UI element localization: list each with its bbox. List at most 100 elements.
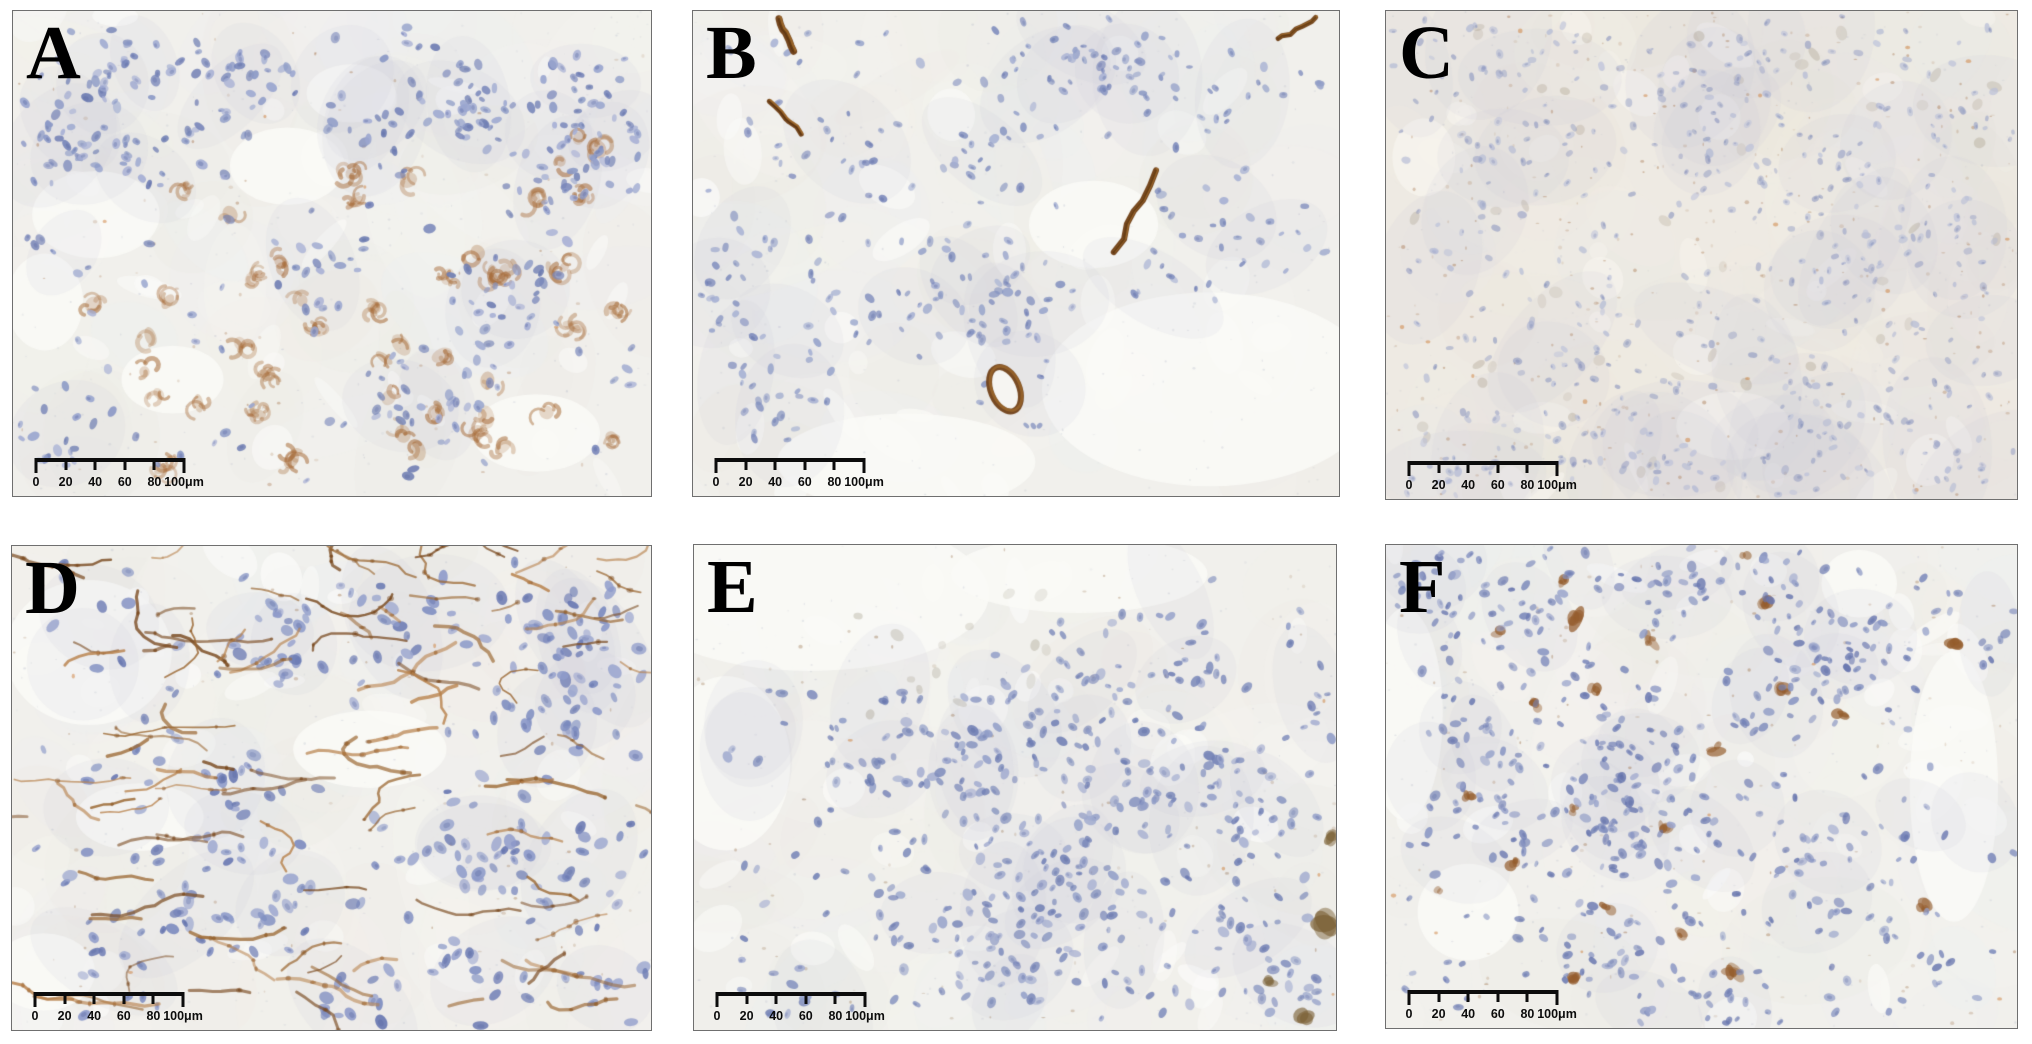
panel-a: A 0 20 40 60 80 100μm <box>12 10 652 497</box>
panel-label-f: F <box>1399 545 1446 629</box>
scale-bar-label: 20 <box>57 1009 72 1023</box>
scale-bar-label: 100μm <box>164 475 204 489</box>
scale-bar-label: 40 <box>769 1009 784 1023</box>
scale-bar-label: 20 <box>739 1009 754 1023</box>
scale-bar-label: 40 <box>1461 1007 1476 1021</box>
scale-bar-tick <box>93 458 97 470</box>
micrograph-canvas-a <box>13 11 651 496</box>
scale-bar-label: 60 <box>1490 478 1505 492</box>
micrograph-canvas-c <box>1386 11 2017 499</box>
scale-bar-label: 40 <box>87 1009 102 1023</box>
scale-bar-tick <box>33 992 37 1007</box>
scale-bar-tick <box>181 992 185 1007</box>
scale-bar-tick <box>1496 461 1500 473</box>
scale-bar-label: 100μm <box>845 1009 885 1023</box>
scale-bar-tick <box>804 992 808 1004</box>
scale-bar-tick <box>123 458 127 470</box>
micrograph-canvas-e <box>694 545 1336 1030</box>
micrograph-canvas-b <box>693 11 1339 496</box>
scale-bar-label: 20 <box>738 475 753 489</box>
scale-bar-label: 40 <box>1461 478 1476 492</box>
scale-bar-tick <box>1525 461 1529 473</box>
scale-bar-tick <box>92 992 96 1004</box>
scale-bar-label: 100μm <box>844 475 884 489</box>
scale-bar-tick <box>773 458 777 470</box>
scale-bar-tick <box>715 992 719 1007</box>
scale-bar-label: 80 <box>827 475 842 489</box>
scale-bar-ruler <box>35 992 183 996</box>
scale-bar-ruler <box>716 458 864 462</box>
scale-bar-label: 80 <box>147 475 162 489</box>
scale-bar-label: 20 <box>1431 478 1446 492</box>
scale-bar-ruler <box>717 992 865 996</box>
scale-bar: 0 20 40 60 80 100μm <box>32 458 204 491</box>
scale-bar-tick <box>122 992 126 1004</box>
scale-bar-label: 80 <box>146 1009 161 1023</box>
scale-bar-tick <box>152 458 156 470</box>
scale-bar-label: 60 <box>1490 1007 1505 1021</box>
scale-bar-tick <box>1466 990 1470 1002</box>
scale-bar-label: 60 <box>798 1009 813 1023</box>
scale-bar-tick <box>151 992 155 1004</box>
scale-bar-tick <box>803 458 807 470</box>
scale-bar-ruler <box>36 458 184 462</box>
panel-label-e: E <box>707 545 758 629</box>
scale-bar-tick <box>1407 461 1411 476</box>
panel-f: F 0 20 40 60 80 100μm <box>1385 544 2018 1029</box>
panel-label-b: B <box>706 11 757 95</box>
panel-d: D 0 20 40 60 80 100μm <box>11 545 652 1031</box>
scale-bar: 0 20 40 60 80 100μm <box>31 992 203 1025</box>
scale-bar-label: 60 <box>117 475 132 489</box>
scale-bar-label: 0 <box>712 475 720 489</box>
scale-bar: 0 20 40 60 80 100μm <box>713 992 885 1025</box>
scale-bar-label: 100μm <box>1537 478 1577 492</box>
scale-bar-label: 80 <box>1520 1007 1535 1021</box>
scale-bar-label: 0 <box>31 1009 39 1023</box>
scale-bar-label: 20 <box>1431 1007 1446 1021</box>
scale-bar-label: 60 <box>797 475 812 489</box>
panel-label-c: C <box>1399 11 1454 95</box>
micrograph-canvas-d <box>12 546 651 1030</box>
scale-bar-tick <box>34 458 38 473</box>
scale-bar-label: 40 <box>768 475 783 489</box>
scale-bar-label: 40 <box>88 475 103 489</box>
micrograph-canvas-f <box>1386 545 2017 1028</box>
panel-label-a: A <box>26 11 81 95</box>
scale-bar-tick <box>744 458 748 470</box>
scale-bar-tick <box>863 992 867 1007</box>
scale-bar-tick <box>714 458 718 473</box>
scale-bar-tick <box>1407 990 1411 1005</box>
scale-bar-tick <box>64 458 68 470</box>
scale-bar-tick <box>833 992 837 1004</box>
scale-bar-label: 0 <box>1405 478 1413 492</box>
scale-bar-tick <box>1466 461 1470 473</box>
scale-bar-tick <box>1437 990 1441 1002</box>
scale-bar-tick <box>1525 990 1529 1002</box>
scale-bar-label: 80 <box>828 1009 843 1023</box>
scale-bar-tick <box>1555 461 1559 476</box>
scale-bar-label: 100μm <box>163 1009 203 1023</box>
scale-bar-label: 60 <box>116 1009 131 1023</box>
panel-e: E 0 20 40 60 80 100μm <box>693 544 1337 1031</box>
scale-bar-label: 0 <box>32 475 40 489</box>
scale-bar-tick <box>862 458 866 473</box>
scale-bar-tick <box>1496 990 1500 1002</box>
scale-bar-tick <box>63 992 67 1004</box>
panel-label-d: D <box>25 546 80 630</box>
scale-bar: 0 20 40 60 80 100μm <box>1406 990 1577 1023</box>
scale-bar-label: 80 <box>1520 478 1535 492</box>
scale-bar-ruler <box>1409 461 1557 465</box>
scale-bar-tick <box>774 992 778 1004</box>
scale-bar-label: 100μm <box>1537 1007 1577 1021</box>
scale-bar-label: 20 <box>58 475 73 489</box>
scale-bar-tick <box>745 992 749 1004</box>
scale-bar: 0 20 40 60 80 100μm <box>712 458 884 491</box>
scale-bar: 0 20 40 60 80 100μm <box>1405 461 1577 494</box>
scale-bar-label: 0 <box>713 1009 721 1023</box>
scale-bar-tick <box>182 458 186 473</box>
scale-bar-tick <box>832 458 836 470</box>
panel-b: B 0 20 40 60 80 100μm <box>692 10 1340 497</box>
scale-bar-tick <box>1437 461 1441 473</box>
scale-bar-ruler <box>1409 990 1557 994</box>
